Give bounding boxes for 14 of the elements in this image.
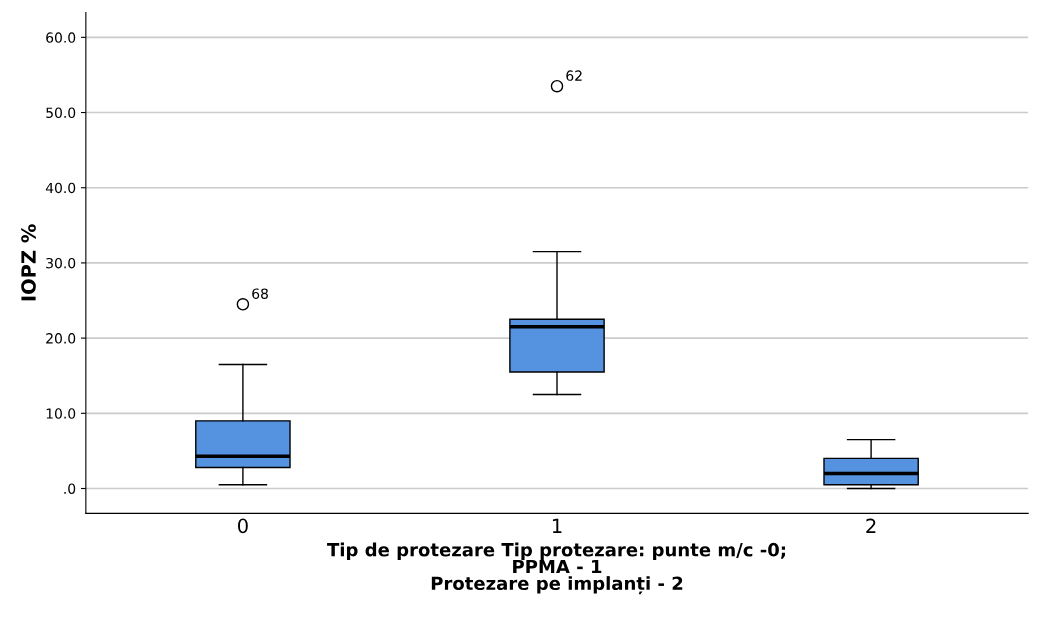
y-tick-label: 20.0 [46, 333, 76, 344]
x-tick-label: 1 [552, 518, 562, 533]
y-axis-title: IOPZ % [21, 224, 36, 301]
y-tick-label: 50.0 [46, 107, 76, 118]
y-tick-label: 10.0 [46, 408, 76, 419]
y-tick-label: 60.0 [46, 32, 76, 43]
annotation: 68 [252, 288, 268, 299]
x-axis-title: Tip de protezare Tip protezare: punte m/c -0; PPMA - 1 Protezare pe implanți - 2 [327, 542, 786, 595]
y-tick-label: 40.0 [45, 182, 76, 194]
x-tick-label: 0 [238, 518, 248, 534]
x-tick-label: 2 [866, 518, 876, 533]
y-tick-label: 30.0 [46, 257, 76, 269]
annotation: 62 [566, 70, 582, 81]
y-tick-label: .0 [64, 483, 76, 494]
